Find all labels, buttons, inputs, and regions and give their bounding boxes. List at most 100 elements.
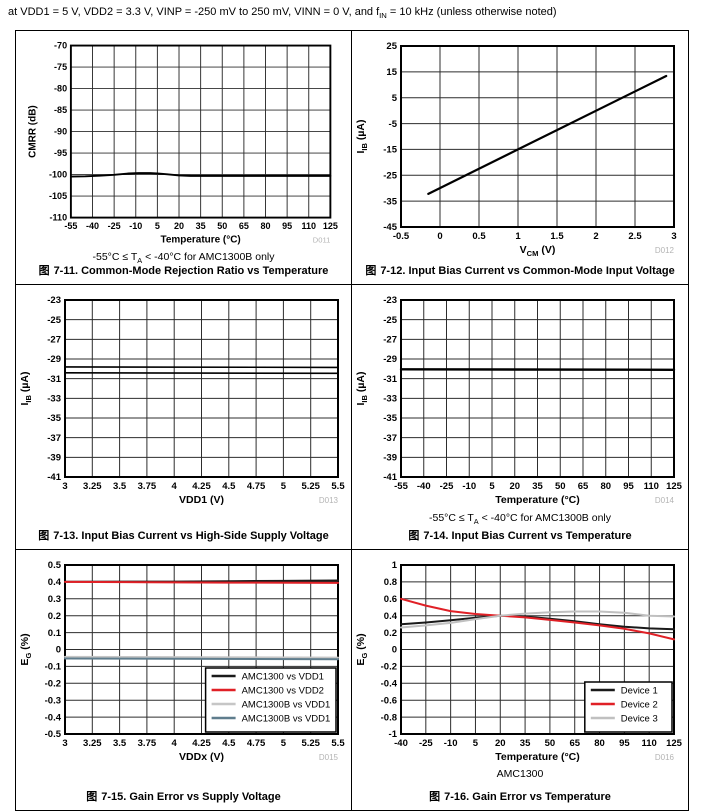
svg-text:-5: -5 xyxy=(389,119,398,130)
svg-text:-33: -33 xyxy=(383,394,397,405)
svg-text:65: 65 xyxy=(569,738,580,749)
figure-caption: 图 7-15. Gain Error vs Supply Voltage xyxy=(86,791,281,803)
svg-text:-23: -23 xyxy=(47,295,61,306)
svg-text:5.25: 5.25 xyxy=(301,481,320,492)
svg-text:-0.2: -0.2 xyxy=(381,662,397,673)
chart-d016: -40 -25 -10 5 20 35 50 65 80 95 110 12510.80.60.40.… xyxy=(355,560,683,763)
x-axis-label: Temperature (°C) xyxy=(495,751,580,763)
svg-text:3.25: 3.25 xyxy=(83,481,102,492)
svg-text:3: 3 xyxy=(62,738,67,749)
svg-text:-0.5: -0.5 xyxy=(393,231,410,242)
svg-text:4: 4 xyxy=(171,481,177,492)
svg-text:-41: -41 xyxy=(383,472,397,483)
watermark: D013 xyxy=(318,496,338,505)
svg-text:-25: -25 xyxy=(383,170,397,181)
svg-text:0.5: 0.5 xyxy=(47,560,61,571)
svg-text:4.25: 4.25 xyxy=(192,738,211,749)
series-line-0 xyxy=(63,366,339,369)
svg-text:0.2: 0.2 xyxy=(47,611,60,622)
chart-cell-d013: 3 3.25 3.5 3.75 4 4.25 4.5 4.75 5 5.25 5.5 -23 -25 -2… xyxy=(16,285,352,550)
svg-text:110: 110 xyxy=(301,221,316,231)
svg-text:2.5: 2.5 xyxy=(628,231,642,242)
svg-text:0.3: 0.3 xyxy=(47,594,60,605)
svg-text:4.25: 4.25 xyxy=(192,481,211,492)
x-axis-label: VCM (V) xyxy=(520,244,556,258)
chart-cell-d015: 3 3.25 3.5 3.75 4 4.25 4.5 4.75 5 5.25 5.5 0.5 0.4 0.… xyxy=(16,550,352,810)
svg-text:-40: -40 xyxy=(86,221,99,231)
x-axis-label: VDDx (V) xyxy=(179,751,224,763)
series-line-0 xyxy=(69,172,331,178)
legend-entry-2: Device 3 xyxy=(621,714,658,725)
svg-text:110: 110 xyxy=(642,738,657,749)
svg-text:20: 20 xyxy=(173,221,183,231)
svg-text:-29: -29 xyxy=(47,354,61,365)
svg-text:5: 5 xyxy=(473,738,479,749)
svg-text:4.75: 4.75 xyxy=(246,738,265,749)
svg-text:-35: -35 xyxy=(383,196,397,207)
svg-text:2: 2 xyxy=(593,231,598,242)
series-line-2 xyxy=(400,610,675,629)
svg-text:80: 80 xyxy=(594,738,605,749)
svg-text:0: 0 xyxy=(437,231,442,242)
figure-caption: 图 7-11. Common-Mode Rejection Ratio vs Te… xyxy=(39,265,329,277)
x-axis-label: VDD1 (V) xyxy=(179,494,224,506)
subscript-text: IN xyxy=(379,11,387,21)
series-line-1 xyxy=(400,597,675,641)
text-segment: at VDD1 = 5 V, VDD2 = 3.3 V, VINP = -250… xyxy=(8,6,380,18)
svg-text:25: 25 xyxy=(386,41,397,52)
text-segment: -55°C ≤ T xyxy=(92,250,138,263)
svg-text:3: 3 xyxy=(671,231,676,242)
svg-text:5: 5 xyxy=(154,221,159,231)
svg-text:-0.1: -0.1 xyxy=(44,662,61,673)
svg-text:-95: -95 xyxy=(54,148,67,158)
svg-text:-15: -15 xyxy=(383,145,397,156)
svg-text:-41: -41 xyxy=(47,472,61,483)
figure-caption-text: 7-15. Gain Error vs Supply Voltage xyxy=(101,791,281,803)
series-line-1 xyxy=(63,372,339,375)
legend-entry-0: Device 1 xyxy=(621,686,658,697)
figure-caption: 图 7-13. Input Bias Current vs High-Side S… xyxy=(38,530,328,542)
chart-note: -55°C ≤ TA < -40°C for AMC1300B only xyxy=(93,251,275,265)
svg-text:-85: -85 xyxy=(54,105,67,115)
watermark: D011 xyxy=(312,235,330,244)
watermark: D016 xyxy=(655,753,675,762)
svg-text:80: 80 xyxy=(260,221,270,231)
series-line-0 xyxy=(400,614,675,631)
text-segment: -55°C ≤ T xyxy=(429,512,474,524)
svg-text:95: 95 xyxy=(619,738,630,749)
svg-text:50: 50 xyxy=(545,738,556,749)
svg-text:-25: -25 xyxy=(383,315,397,326)
chart-sublabel: AMC1300 xyxy=(496,768,544,780)
figure-caption: 图 7-16. Gain Error vs Temperature xyxy=(429,791,611,803)
svg-text:0.1: 0.1 xyxy=(47,628,61,639)
svg-text:-55: -55 xyxy=(64,221,77,231)
svg-text:5.25: 5.25 xyxy=(301,738,320,749)
svg-text:-0.5: -0.5 xyxy=(44,729,61,740)
svg-text:-0.4: -0.4 xyxy=(44,712,61,723)
svg-text:-29: -29 xyxy=(383,354,397,365)
chart-cell-d014: -55 -40 -25 -10 5 20 35 50 65 80 95 110 125 -23 -25 -27… xyxy=(352,285,688,550)
svg-text:-80: -80 xyxy=(54,84,67,94)
text-segment: < -40°C for AMC1300B only xyxy=(478,512,611,524)
svg-text:-1: -1 xyxy=(389,729,398,740)
svg-text:-31: -31 xyxy=(383,374,397,385)
svg-text:-27: -27 xyxy=(383,335,397,346)
figure-caption-text: 7-13. Input Bias Current vs High-Side Su… xyxy=(53,530,329,542)
y-axis-label: IIB (µA) xyxy=(355,371,369,405)
svg-text:-39: -39 xyxy=(47,453,61,464)
svg-text:-25: -25 xyxy=(107,221,120,231)
text-segment: < -40°C for AMC1300B only xyxy=(142,250,275,263)
chart-cell-d012: -0.5 0 0.5 1 1.5 2 2.5 3 25 15 5 -5 -15 -25 -35 -45 VCM … xyxy=(352,31,688,285)
svg-text:-110: -110 xyxy=(49,213,67,223)
chart-d011: -55 -40 -25 -10 5 20 35 50 65 80 95 110 125-70-75-80… xyxy=(27,41,337,246)
figure-caption: 图 7-14. Input Bias Current vs Temperature xyxy=(408,530,631,542)
svg-text:3.75: 3.75 xyxy=(137,481,156,492)
svg-text:-39: -39 xyxy=(383,453,397,464)
legend: AMC1300 vs VDD1 AMC1300 vs VDD2 AMC1300B v… xyxy=(204,667,337,733)
svg-text:-70: -70 xyxy=(54,41,67,51)
watermark: D014 xyxy=(655,496,675,505)
svg-text:-10: -10 xyxy=(462,481,476,492)
svg-text:-0.6: -0.6 xyxy=(381,695,397,706)
svg-text:3.25: 3.25 xyxy=(83,738,102,749)
svg-text:35: 35 xyxy=(520,738,531,749)
